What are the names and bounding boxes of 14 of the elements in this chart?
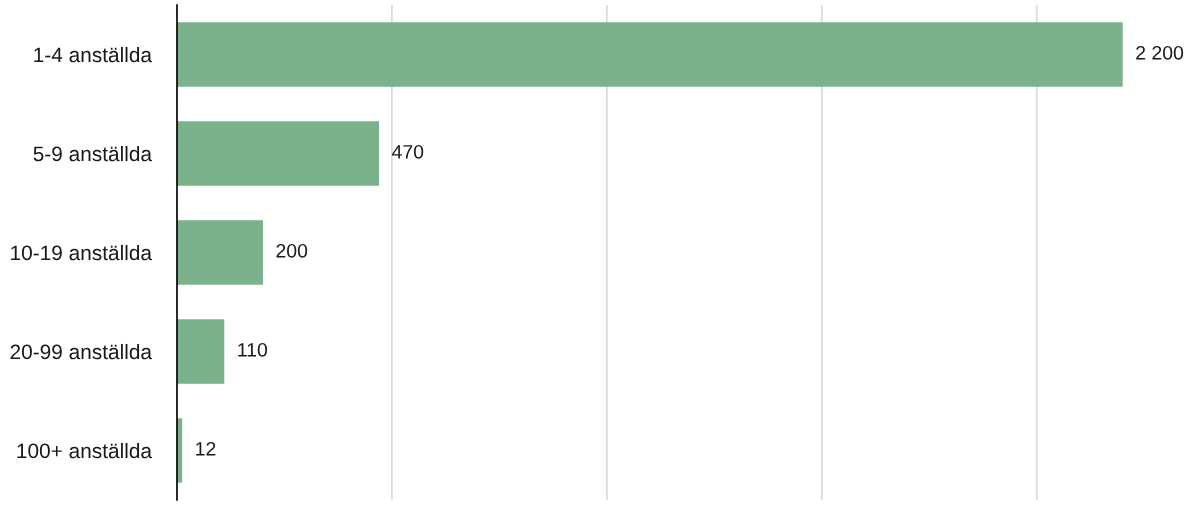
bar [177,121,380,186]
y-tick-label: 5-9 anställda [33,145,153,162]
data-label: 470 [391,144,424,159]
bar [177,22,1123,87]
y-tick-label: 20-99 anställda [10,343,153,360]
bar [177,220,263,285]
y-tick-label: 100+ anställda [17,442,153,459]
data-label: 12 [196,441,216,456]
data-label: 110 [238,342,268,357]
data-label: 2 200 [1136,45,1184,60]
bar [177,319,225,384]
y-tick-label: 10-19 anställda [11,244,153,261]
y-tick-label: 1-4 anställda [34,46,153,63]
data-label: 200 [276,243,308,258]
